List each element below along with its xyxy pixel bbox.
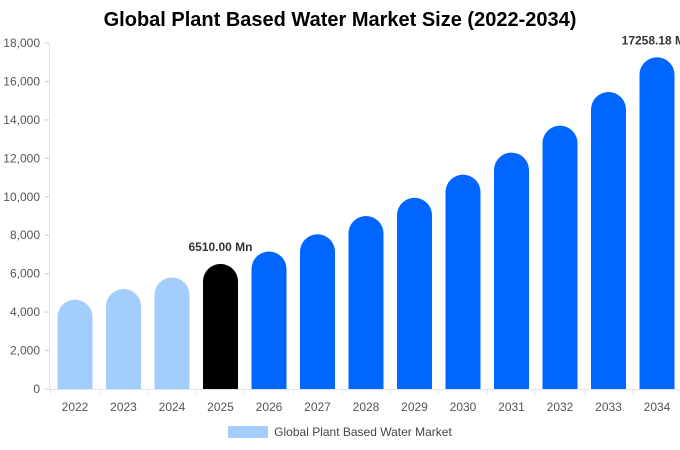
bars — [57, 57, 675, 390]
bar-2027 — [300, 234, 335, 389]
data-labels: 6510.00 Mn 17258.18 Mn — [188, 33, 680, 254]
legend: Global Plant Based Water Market — [0, 425, 680, 439]
x-tick-label: 2031 — [498, 400, 525, 414]
bar-2031 — [494, 152, 529, 389]
bar-2034 — [639, 57, 675, 389]
bar-2022 — [57, 299, 93, 389]
x-tick-label: 2027 — [304, 400, 331, 414]
bar-2033 — [591, 92, 626, 390]
y-tick-label: 12,000 — [3, 151, 40, 165]
y-tick-label: 4,000 — [10, 305, 40, 319]
x-tick-label: 2029 — [401, 400, 428, 414]
y-tick-label: 2,000 — [10, 344, 40, 358]
data-label-2034: 17258.18 Mn — [622, 33, 680, 47]
y-tick-label: 14,000 — [3, 113, 40, 127]
y-tick-label: 8,000 — [10, 228, 40, 242]
x-tick-label: 2028 — [353, 400, 380, 414]
bar-2026 — [251, 251, 287, 389]
bar-2032 — [542, 125, 578, 389]
bar-2029 — [397, 197, 432, 389]
bar-2023 — [106, 289, 141, 389]
chart-title: Global Plant Based Water Market Size (20… — [103, 9, 577, 31]
y-tick-label: 10,000 — [3, 190, 40, 204]
y-axis: 0 2,000 4,000 6,000 8,000 10,000 12,000 14,000 1… — [3, 36, 50, 396]
x-tick-label: 2023 — [110, 400, 137, 414]
x-tick-label: 2025 — [207, 400, 234, 414]
y-tick-label: 6,000 — [10, 267, 40, 281]
y-tick-label: 16,000 — [3, 74, 40, 88]
y-tick-label: 0 — [33, 382, 40, 396]
x-tick-label: 2022 — [62, 400, 89, 414]
data-label-2025: 6510.00 Mn — [188, 240, 252, 254]
bar-2028 — [348, 216, 384, 389]
x-tick-label: 2024 — [159, 400, 186, 414]
legend-swatch — [228, 426, 269, 438]
x-axis: 2022 2023 2024 2025 2026 2027 2028 2029 2030 2031… — [49, 389, 680, 414]
legend-label: Global Plant Based Water Market — [274, 425, 452, 439]
x-tick-label: 2032 — [547, 400, 574, 414]
x-tick-label: 2034 — [644, 400, 671, 414]
bar-2024 — [154, 277, 190, 389]
bar-2030 — [445, 174, 481, 389]
x-tick-label: 2033 — [595, 400, 622, 414]
x-tick-label: 2026 — [256, 400, 283, 414]
x-tick-label: 2030 — [450, 400, 477, 414]
bar-2025 — [203, 263, 238, 389]
y-tick-label: 18,000 — [3, 36, 40, 50]
